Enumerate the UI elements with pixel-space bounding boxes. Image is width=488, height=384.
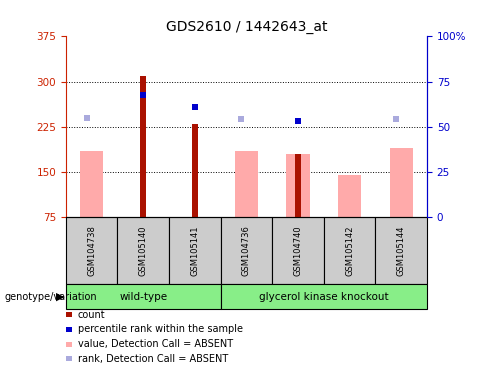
Text: GSM105144: GSM105144 [397,225,406,276]
Bar [389,148,413,217]
Text: ▶: ▶ [56,291,64,302]
Text: rank, Detection Call = ABSENT: rank, Detection Call = ABSENT [78,354,228,364]
Bar [221,284,427,309]
Text: wild-type: wild-type [119,291,167,302]
Bar [66,217,118,284]
Text: GSM105141: GSM105141 [190,225,200,276]
Text: GSM104740: GSM104740 [293,225,303,276]
Bar [375,217,427,284]
Bar [118,217,169,284]
Text: percentile rank within the sample: percentile rank within the sample [78,324,243,334]
Title: GDS2610 / 1442643_at: GDS2610 / 1442643_at [166,20,327,34]
Bar [66,284,221,309]
Bar [235,151,258,217]
Text: GSM105142: GSM105142 [345,225,354,276]
Text: value, Detection Call = ABSENT: value, Detection Call = ABSENT [78,339,233,349]
Text: genotype/variation: genotype/variation [5,291,98,302]
Bar [221,217,272,284]
Bar [338,175,361,217]
Bar [80,151,103,217]
Bar [140,76,146,217]
Text: glycerol kinase knockout: glycerol kinase knockout [259,291,388,302]
Bar [286,154,309,217]
Bar [295,154,301,217]
Text: count: count [78,310,105,320]
Bar [192,124,198,217]
Text: GSM104738: GSM104738 [87,225,96,276]
Text: GSM105140: GSM105140 [139,225,148,276]
Bar [169,217,221,284]
Bar [272,217,324,284]
Text: GSM104736: GSM104736 [242,225,251,276]
Bar [324,217,375,284]
